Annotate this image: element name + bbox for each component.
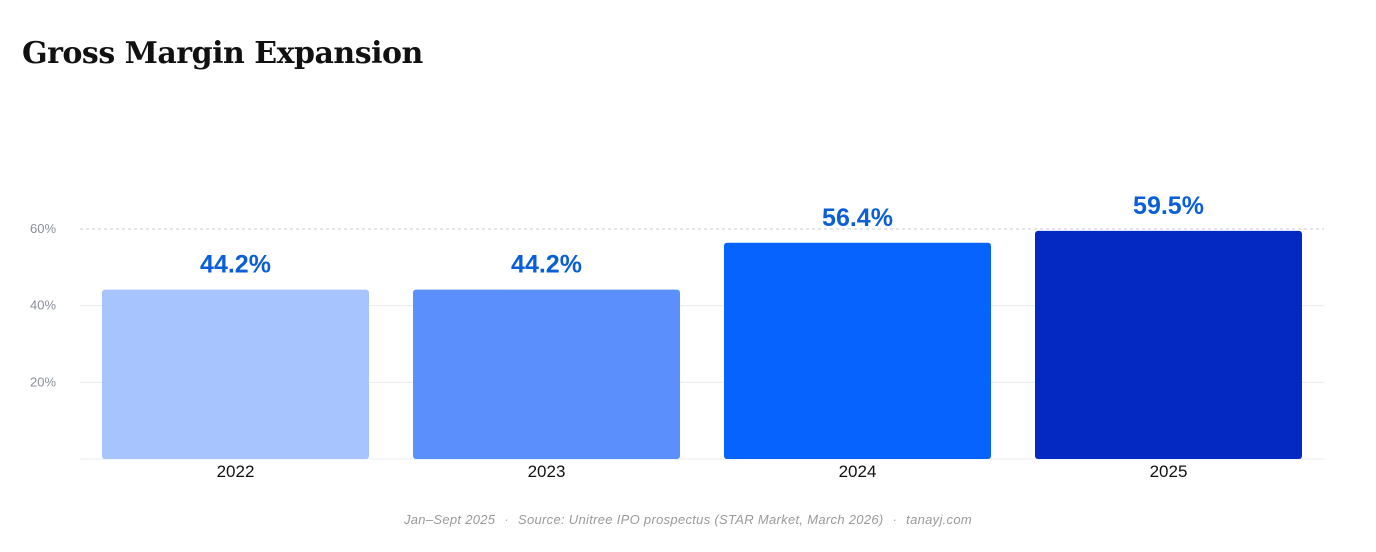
footer-period: Jan–Sept 2025 [403, 512, 496, 527]
x-tick-label-2024: 2024 [839, 462, 877, 481]
value-label-2024: 56.4% [822, 204, 893, 232]
chart-footer: Jan–Sept 2025 · Source: Unitree IPO prospe… [0, 512, 1376, 527]
footer-separator: · [504, 512, 509, 527]
x-tick-label-2025: 2025 [1150, 462, 1188, 481]
value-label-2022: 44.2% [200, 251, 271, 279]
bar-2025 [1035, 230, 1302, 459]
footer-site: tanayj.com [906, 512, 973, 527]
y-tick-label: 20% [30, 374, 56, 389]
y-tick-label: 40% [30, 298, 56, 313]
y-tick-label: 60% [30, 221, 56, 236]
x-tick-label-2023: 2023 [528, 462, 566, 481]
footer-source: Source: Unitree IPO prospectus (STAR Mar… [517, 512, 884, 527]
bar-2022 [102, 289, 369, 459]
bar-2024 [724, 242, 991, 459]
value-label-2023: 44.2% [511, 251, 582, 279]
x-tick-label-2022: 2022 [217, 462, 255, 481]
footer-separator: · [892, 512, 898, 527]
value-label-2025: 59.5% [1133, 192, 1204, 220]
bar-2023 [413, 289, 680, 459]
chart-title: Gross Margin Expansion [22, 36, 423, 71]
